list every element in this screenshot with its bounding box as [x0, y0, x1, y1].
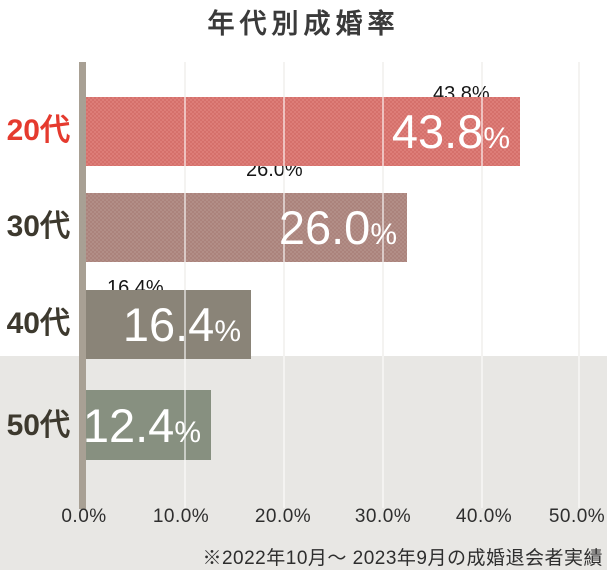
y-axis-line — [79, 62, 86, 509]
category-label-20s: 20代 — [6, 114, 70, 147]
bar-value-label: 43.8% — [391, 105, 510, 158]
gridline — [283, 62, 285, 508]
background-band — [0, 356, 607, 570]
gridline — [578, 62, 580, 508]
x-axis-tick: 20.0% — [254, 506, 312, 527]
bar-30s: 26.0% — [86, 193, 407, 262]
bar-value-label: 16.4% — [122, 298, 241, 351]
bar-value-label: 12.4% — [82, 398, 201, 452]
bar-50s: 12.4% — [82, 390, 211, 460]
chart-title: 年代別成婚率 — [207, 9, 400, 39]
bar-20s: 43.8% — [86, 97, 520, 166]
x-axis-tick: 0.0% — [61, 506, 107, 527]
x-axis-tick: 40.0% — [455, 506, 513, 527]
x-axis-tick: 30.0% — [354, 506, 412, 527]
category-label-40s: 40代 — [6, 307, 70, 340]
gridline — [184, 62, 186, 508]
bar-value-label: 26.0% — [278, 201, 397, 254]
x-axis-tick: 10.0% — [152, 506, 210, 527]
gridline — [481, 62, 483, 508]
category-label-50s: 50代 — [6, 409, 70, 442]
gridline — [382, 62, 384, 508]
bar-40s: 16.4% — [86, 290, 251, 359]
category-label-30s: 30代 — [6, 210, 70, 243]
x-axis-tick: 50.0% — [548, 506, 606, 527]
footnote: ※2022年10月～ 2023年9月の成婚退会者実績 — [202, 548, 603, 569]
